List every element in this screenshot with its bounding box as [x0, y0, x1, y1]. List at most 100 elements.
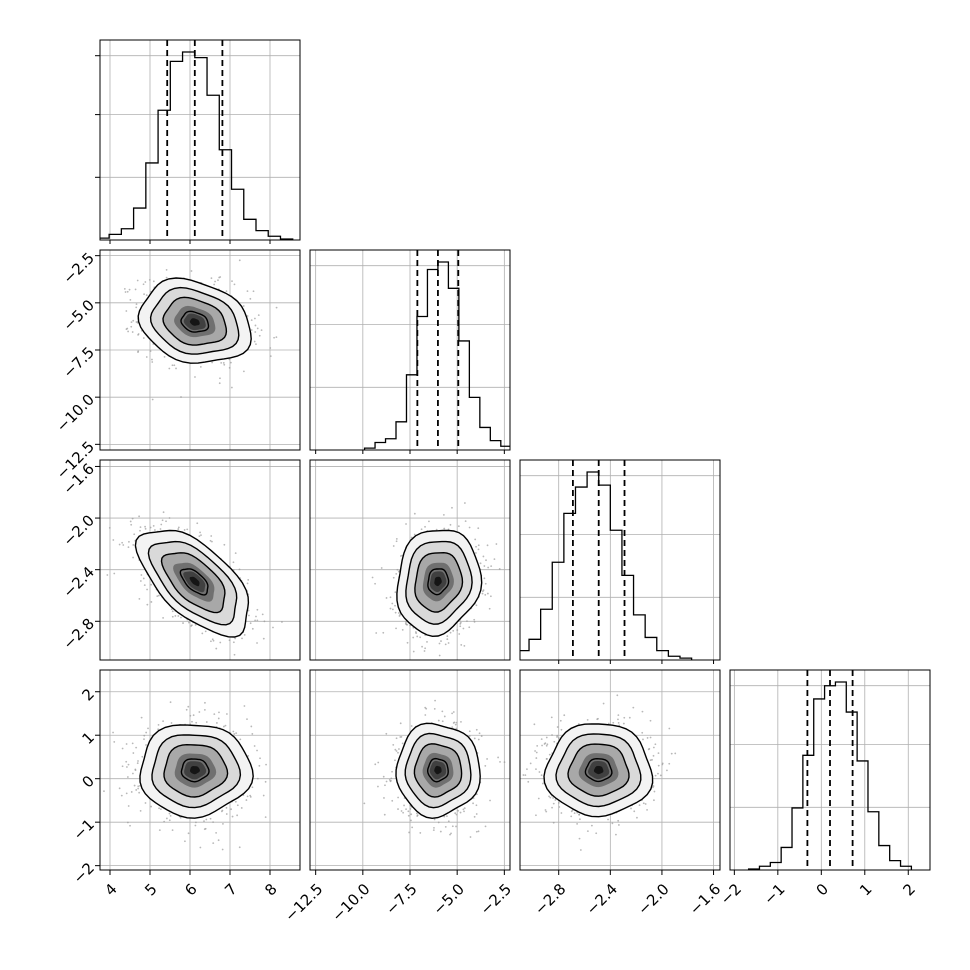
x-tick-label: −12.5	[281, 880, 326, 925]
scatter-point	[468, 526, 471, 529]
scatter-point	[666, 769, 668, 772]
scatter-point	[250, 329, 253, 331]
scatter-point	[118, 787, 121, 790]
contour-0	[139, 724, 254, 819]
scatter-point	[385, 597, 388, 599]
scatter-point	[460, 721, 462, 723]
scatter-point	[391, 770, 393, 773]
scatter-point	[238, 568, 241, 571]
panel-frame	[309, 459, 511, 661]
scatter-point	[191, 720, 193, 723]
scatter-point	[149, 526, 152, 529]
gridlines	[310, 250, 510, 450]
scatter-point	[250, 319, 253, 322]
contour-0	[395, 722, 481, 820]
scatter-point	[578, 813, 581, 816]
scatter-point	[262, 637, 265, 640]
scatter-point	[249, 622, 252, 625]
scatter-point	[481, 592, 484, 595]
scatter-point	[242, 370, 245, 373]
contour-2	[160, 552, 226, 614]
scatter-point	[194, 824, 197, 827]
scatter-point	[232, 730, 235, 733]
scatter-point	[403, 804, 405, 807]
y-tick-label: −5.0	[60, 296, 98, 334]
scatter-point	[668, 762, 671, 765]
scatter-point	[256, 642, 258, 644]
scatter-point	[217, 839, 220, 842]
density-level-5	[189, 318, 200, 326]
scatter-point	[252, 290, 255, 293]
scatter-point	[213, 713, 216, 716]
scatter-point	[668, 727, 671, 730]
scatter-point	[130, 791, 133, 793]
scatter-point	[129, 520, 132, 523]
scatter-point	[443, 715, 446, 718]
scatter-point	[219, 377, 221, 380]
scatter-point	[150, 583, 153, 586]
scatter-point	[212, 639, 215, 642]
x-tick-label: −7.5	[382, 880, 420, 918]
scatter-point	[661, 762, 664, 765]
scatter-point	[545, 744, 548, 747]
scatter-point	[548, 795, 550, 798]
contour-1	[555, 733, 642, 808]
scatter-point	[238, 846, 241, 849]
scatter-point	[142, 577, 145, 580]
scatter-point	[188, 621, 190, 624]
scatter-point	[241, 637, 243, 640]
scatter-point	[649, 719, 652, 722]
scatter-point	[616, 694, 619, 697]
scatter-point	[573, 812, 576, 815]
scatter-point	[651, 758, 653, 761]
scatter-point	[394, 611, 397, 614]
scatter-point	[560, 812, 563, 814]
scatter-point	[653, 790, 656, 793]
scatter-point	[133, 533, 136, 536]
scatter-point	[551, 734, 553, 736]
scatter-point	[433, 707, 436, 710]
scatter-point	[452, 711, 455, 713]
scatter-point	[170, 608, 173, 611]
scatter-point	[264, 816, 267, 818]
scatter-point	[371, 576, 374, 579]
scatter-point	[258, 764, 261, 767]
scatter-point	[122, 544, 125, 546]
x-tick-label: −5.0	[429, 880, 467, 918]
scatter-point	[385, 732, 388, 735]
scatter-point	[256, 327, 259, 330]
scatter-point	[225, 290, 228, 293]
scatter-point	[125, 760, 128, 763]
scatter-point	[546, 743, 549, 746]
scatter-point	[489, 595, 492, 598]
scatter-point	[146, 603, 149, 606]
scatter-point	[484, 764, 487, 767]
scatter-point	[239, 738, 242, 741]
scatter-point	[228, 639, 231, 642]
scatter-point	[559, 719, 562, 722]
scatter-point	[128, 540, 130, 543]
scatter-point	[377, 785, 379, 788]
scatter-point	[135, 306, 138, 309]
y-tick-label: −2.4	[60, 563, 98, 601]
scatter-point	[514, 720, 516, 722]
panel-3-2	[514, 670, 720, 870]
scatter-point	[247, 609, 250, 612]
scatter-point	[151, 361, 154, 363]
scatter-point	[156, 595, 159, 598]
scatter-point	[253, 340, 256, 343]
scatter-point	[392, 576, 395, 579]
panel-1-1	[310, 250, 510, 450]
scatter-point	[586, 718, 589, 721]
scatter-point	[199, 846, 202, 849]
scatter-point	[400, 810, 403, 812]
scatter-point	[407, 814, 410, 817]
scatter-point	[135, 321, 138, 323]
scatter-point	[165, 817, 168, 820]
x-tick-label: 8	[261, 880, 280, 899]
scatter-point	[255, 343, 257, 346]
scatter-point	[143, 293, 145, 296]
scatter-point	[246, 718, 248, 721]
scatter-point	[473, 815, 476, 818]
scatter-point	[396, 568, 399, 571]
